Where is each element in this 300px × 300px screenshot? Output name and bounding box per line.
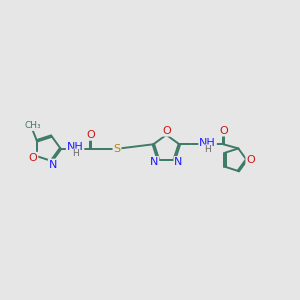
Text: O: O [219, 126, 228, 136]
Text: NH: NH [67, 142, 83, 152]
Text: CH₃: CH₃ [24, 121, 41, 130]
Text: S: S [113, 143, 121, 154]
Text: H: H [72, 149, 79, 158]
Text: O: O [162, 126, 171, 136]
Text: N: N [174, 157, 183, 167]
Text: O: O [86, 130, 95, 140]
Text: H: H [204, 145, 211, 154]
Text: O: O [28, 153, 38, 163]
Text: NH: NH [199, 138, 216, 148]
Text: N: N [150, 157, 158, 167]
Text: N: N [49, 160, 57, 170]
Text: O: O [246, 155, 255, 165]
